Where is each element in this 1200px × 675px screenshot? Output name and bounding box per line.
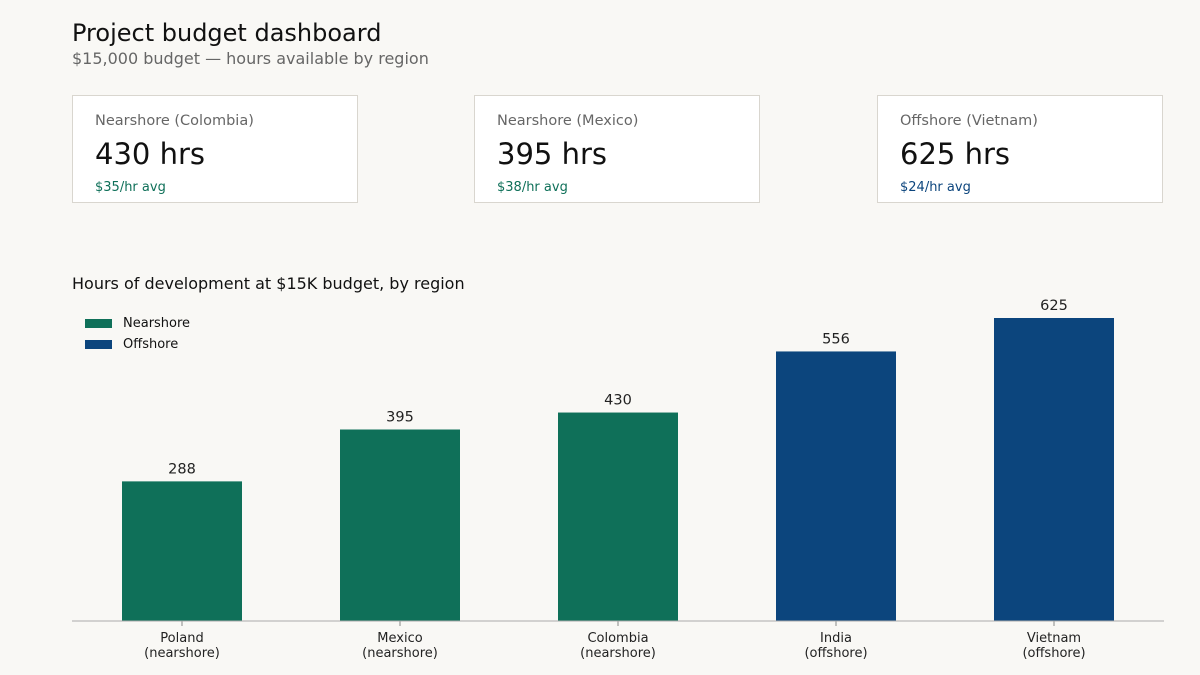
page-title: Project budget dashboard (72, 19, 382, 47)
bar-value-label: 625 (1040, 298, 1068, 314)
x-tick-label: (nearshore) (144, 646, 220, 661)
chart-legend: Nearshore Offshore (85, 313, 190, 355)
x-tick-label: India (820, 631, 852, 646)
kpi-card-rate: $35/hr avg (95, 180, 166, 195)
x-tick-label: Poland (160, 631, 203, 646)
bar-value-label: 288 (168, 461, 196, 477)
kpi-card-rate: $38/hr avg (497, 180, 568, 195)
chart-title: Hours of development at $15K budget, by … (72, 274, 465, 293)
x-tick-label: (offshore) (804, 646, 867, 661)
bar (994, 318, 1114, 621)
bar-value-label: 395 (386, 410, 414, 426)
x-tick-label: (nearshore) (362, 646, 438, 661)
legend-label: Offshore (123, 337, 179, 352)
x-tick-label: Vietnam (1027, 631, 1081, 646)
legend-label: Nearshore (123, 316, 191, 331)
kpi-card-vietnam: Offshore (Vietnam) 625 hrs $24/hr avg (877, 95, 1163, 203)
bar (122, 481, 242, 621)
kpi-card-label: Nearshore (Colombia) (95, 113, 254, 129)
kpi-card-mexico: Nearshore (Mexico) 395 hrs $38/hr avg (474, 95, 760, 203)
kpi-card-colombia: Nearshore (Colombia) 430 hrs $35/hr avg (72, 95, 358, 203)
x-tick-label: (offshore) (1022, 646, 1085, 661)
kpi-card-value: 430 hrs (95, 137, 205, 171)
kpi-card-value: 395 hrs (497, 137, 607, 171)
legend-item-offshore: Offshore (85, 334, 190, 355)
legend-swatch-nearshore (85, 319, 112, 328)
page-subtitle: $15,000 budget — hours available by regi… (72, 49, 429, 68)
kpi-card-rate: $24/hr avg (900, 180, 971, 195)
x-tick-label: Colombia (587, 631, 648, 646)
legend-swatch-offshore (85, 340, 112, 349)
kpi-card-value: 625 hrs (900, 137, 1010, 171)
x-tick-label: (nearshore) (580, 646, 656, 661)
x-tick-label: Mexico (377, 631, 422, 646)
bar (340, 429, 460, 621)
bar-value-label: 556 (822, 331, 850, 347)
bar (776, 351, 896, 621)
kpi-card-label: Offshore (Vietnam) (900, 113, 1038, 129)
legend-item-nearshore: Nearshore (85, 313, 190, 334)
bar-value-label: 430 (604, 393, 632, 409)
kpi-card-label: Nearshore (Mexico) (497, 113, 639, 129)
bar (558, 412, 678, 621)
